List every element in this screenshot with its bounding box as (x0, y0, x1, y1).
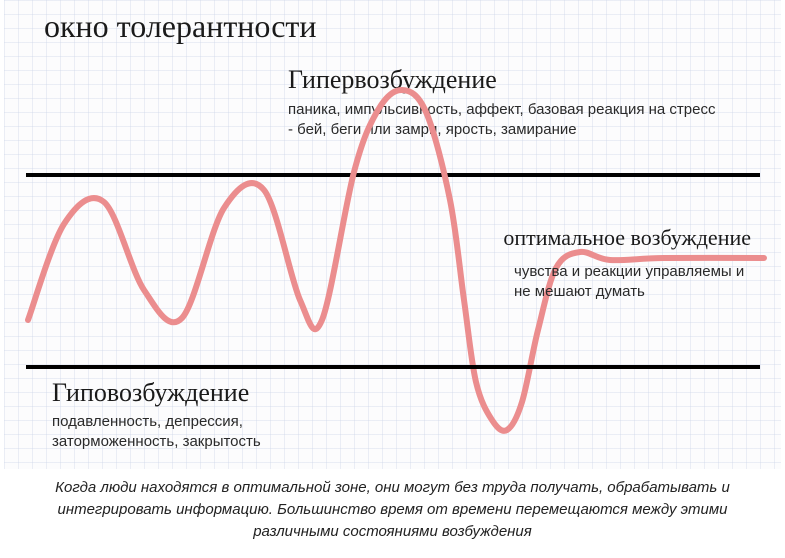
optimal-arousal-heading: оптимальное возбуждение (503, 225, 751, 251)
hypo-arousal-heading: Гиповозбуждение (52, 378, 249, 408)
optimal-arousal-description: чувства и реакции управляемы и не мешают… (514, 262, 754, 303)
hypo-arousal-description: подавленность, депрессия, заторможенност… (52, 412, 372, 453)
lower-threshold-line (26, 365, 760, 369)
diagram-title: окно толерантности (44, 8, 317, 45)
upper-threshold-line (26, 173, 760, 177)
window-of-tolerance-diagram: окно толерантности Гипервозбуждение пани… (4, 0, 781, 469)
diagram-caption: Когда люди находятся в оптимальной зоне,… (28, 477, 758, 542)
hyper-arousal-heading: Гипервозбуждение (288, 65, 497, 95)
hyper-arousal-description: паника, импульсивность, аффект, базовая … (288, 100, 718, 141)
